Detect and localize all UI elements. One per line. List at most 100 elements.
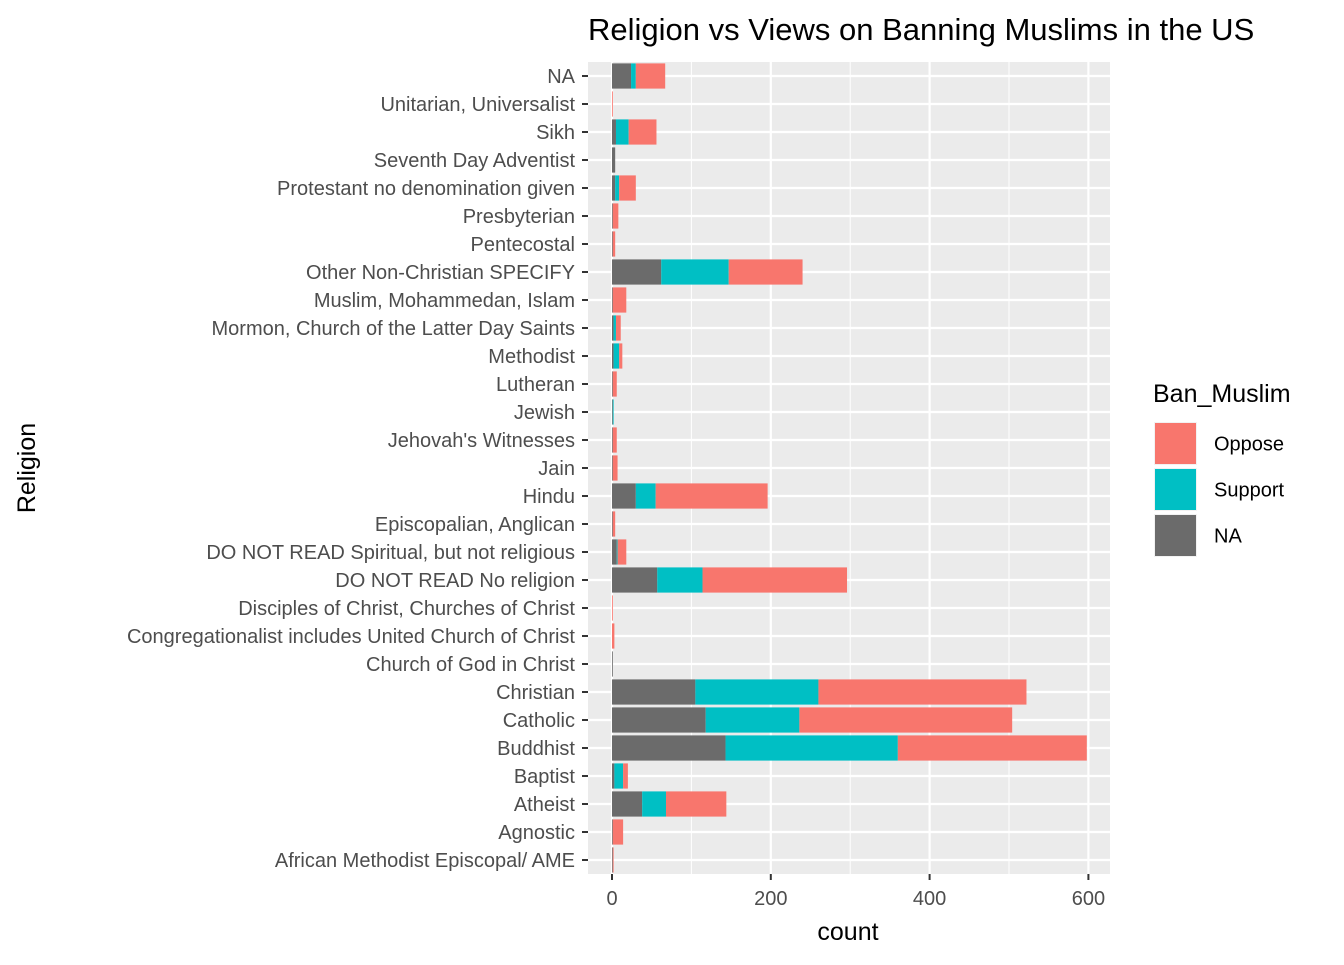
bar-na-11 <box>612 371 613 397</box>
bar-oppose-8 <box>612 287 627 313</box>
bar-support-7 <box>661 259 729 285</box>
bar-oppose-14 <box>612 455 618 481</box>
bar-oppose-28 <box>612 847 614 873</box>
y-tick-label: Catholic <box>503 710 575 732</box>
bar-support-24 <box>725 735 898 761</box>
bar-na-5 <box>612 203 613 229</box>
bar-oppose-15 <box>655 483 768 509</box>
y-tick-label: Episcopalian, Anglican <box>375 514 575 536</box>
bar-oppose-17 <box>617 539 627 565</box>
legend-key-oppose <box>1155 423 1196 464</box>
bar-na-8 <box>612 287 613 313</box>
bar-na-16 <box>612 511 613 537</box>
bar-na-18 <box>612 567 658 593</box>
bar-na-27 <box>612 819 613 845</box>
bar-na-6 <box>612 231 613 257</box>
bar-na-12 <box>612 399 613 425</box>
bar-na-2 <box>612 119 616 145</box>
bar-support-9 <box>613 315 616 341</box>
bar-oppose-13 <box>612 427 617 453</box>
y-tick-label: Baptist <box>514 766 576 788</box>
bar-na-23 <box>612 707 706 733</box>
bar-oppose-20 <box>612 623 615 649</box>
y-tick-label: Jehovah's Witnesses <box>388 430 575 452</box>
bars <box>612 63 1087 873</box>
y-tick-label: NA <box>547 66 575 88</box>
x-tick-label: 200 <box>754 888 787 910</box>
bar-support-10 <box>613 343 620 369</box>
y-tick-label: DO NOT READ No religion <box>335 570 575 592</box>
y-tick-label: Jewish <box>514 402 575 424</box>
bar-support-2 <box>615 119 629 145</box>
y-axis: NA Unitarian, Universalist Sikh Seventh Day… <box>127 66 588 872</box>
x-axis: 0 200 400 600 <box>606 874 1105 910</box>
bar-na-15 <box>612 483 636 509</box>
bar-na-24 <box>612 735 726 761</box>
legend-key-support <box>1155 469 1196 510</box>
bar-oppose-25 <box>623 763 628 789</box>
x-tick-label: 600 <box>1072 888 1105 910</box>
bar-oppose-4 <box>619 175 636 201</box>
bar-support-22 <box>695 679 819 705</box>
legend-key-na <box>1155 515 1196 556</box>
bar-na-7 <box>612 259 662 285</box>
x-axis-title: count <box>817 918 878 946</box>
bar-support-18 <box>657 567 703 593</box>
y-tick-label: Other Non-Christian SPECIFY <box>306 262 575 284</box>
bar-na-9 <box>612 315 614 341</box>
bar-na-4 <box>612 175 616 201</box>
legend: Ban_Muslim Oppose Support NA <box>1153 380 1291 557</box>
y-axis-title: Religion <box>13 423 41 513</box>
bar-oppose-22 <box>818 679 1027 705</box>
y-tick-label: Church of God in Christ <box>366 654 575 676</box>
bar-support-15 <box>635 483 656 509</box>
bar-oppose-7 <box>728 259 803 285</box>
y-tick-label: Agnostic <box>498 822 575 844</box>
bar-oppose-24 <box>897 735 1087 761</box>
bar-support-0 <box>631 63 636 89</box>
bar-oppose-11 <box>612 371 617 397</box>
bar-oppose-26 <box>665 791 727 817</box>
y-tick-label: Lutheran <box>496 374 575 396</box>
y-tick-label: Atheist <box>514 794 576 816</box>
y-tick-label: Hindu <box>523 486 575 508</box>
bar-na-22 <box>612 679 696 705</box>
y-tick-label: DO NOT READ Spiritual, but not religious <box>206 542 575 564</box>
y-tick-label: Congregationalist includes United Church… <box>127 626 575 648</box>
bar-na-17 <box>612 539 617 565</box>
legend-label-oppose: Oppose <box>1214 434 1284 456</box>
legend-label-support: Support <box>1214 480 1284 502</box>
bar-na-10 <box>612 343 614 369</box>
bar-oppose-9 <box>615 315 621 341</box>
y-tick-label: Pentecostal <box>470 234 575 256</box>
bar-oppose-23 <box>799 707 1013 733</box>
bar-support-17 <box>616 539 618 565</box>
x-tick-label: 400 <box>913 888 946 910</box>
bar-oppose-19 <box>612 595 613 621</box>
y-tick-label: Disciples of Christ, Churches of Christ <box>238 598 575 620</box>
y-tick-label: Mormon, Church of the Latter Day Saints <box>212 318 576 340</box>
y-tick-label: African Methodist Episcopal/ AME <box>275 850 575 872</box>
bar-na-25 <box>612 763 615 789</box>
bar-oppose-10 <box>619 343 623 369</box>
bar-oppose-27 <box>612 819 624 845</box>
y-tick-label: Christian <box>496 682 575 704</box>
legend-label-na: NA <box>1214 526 1242 548</box>
y-tick-label: Methodist <box>488 346 575 368</box>
y-tick-label: Buddhist <box>497 738 575 760</box>
y-tick-label: Sikh <box>536 122 575 144</box>
y-tick-label: Unitarian, Universalist <box>380 94 575 116</box>
y-tick-label: Seventh Day Adventist <box>374 150 576 172</box>
bar-oppose-0 <box>635 63 666 89</box>
bar-oppose-2 <box>628 119 657 145</box>
bar-oppose-6 <box>612 231 616 257</box>
y-tick-label: Muslim, Mohammedan, Islam <box>314 290 575 312</box>
bar-na-14 <box>612 455 613 481</box>
x-tick-label: 0 <box>606 888 617 910</box>
bar-oppose-1 <box>612 91 613 117</box>
bar-support-12 <box>612 399 614 425</box>
bar-na-3 <box>612 147 616 173</box>
y-tick-label: Jain <box>538 458 575 480</box>
